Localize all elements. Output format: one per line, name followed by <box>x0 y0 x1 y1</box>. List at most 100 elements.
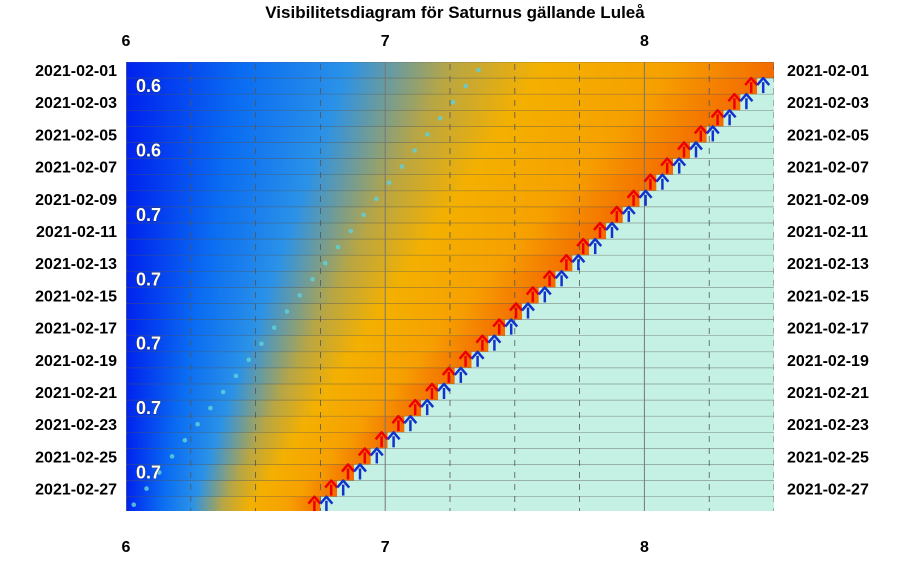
altitude-dot <box>144 486 149 491</box>
arrow-head <box>744 76 759 86</box>
date-label-left: 2021-02-23 <box>35 417 117 434</box>
sky-bands <box>126 62 774 511</box>
date-label-left: 2021-02-21 <box>35 385 117 402</box>
rise-arrow <box>638 189 653 206</box>
sky-band <box>126 335 489 353</box>
date-label-right: 2021-02-05 <box>787 127 869 144</box>
altitude-dot <box>310 277 315 282</box>
altitude-dot <box>437 116 443 121</box>
altitude-dot <box>246 357 251 363</box>
date-labels: 2021-02-01 2021-02-01 2021-02-03 2021-02-03… <box>35 63 869 499</box>
daylight-band <box>488 335 774 353</box>
daylight-band <box>555 271 774 288</box>
date-label-right: 2021-02-09 <box>787 192 869 209</box>
sky-band <box>126 496 321 511</box>
arrow-head <box>353 463 367 473</box>
sky-band <box>126 448 371 466</box>
daylight-band <box>572 255 774 272</box>
arrow-head <box>324 479 339 489</box>
arrow-head <box>341 463 355 473</box>
magnitude-label: 0.7 <box>136 398 161 418</box>
rise-arrow <box>605 221 619 238</box>
rise-arrow <box>677 141 691 158</box>
date-label-left: 2021-02-01 <box>35 63 117 80</box>
altitude-dot <box>425 132 430 137</box>
daylight-band <box>706 126 774 144</box>
sky-band <box>126 94 741 111</box>
rise-arrow <box>509 302 523 319</box>
rise-arrow <box>693 125 708 142</box>
sky-band <box>126 351 472 369</box>
daylight-band <box>404 416 774 433</box>
altitude-dot <box>195 421 200 427</box>
rise-arrow <box>554 270 569 287</box>
daylight-band <box>639 190 774 208</box>
altitude-dot <box>284 309 290 314</box>
daylight-band <box>656 174 774 192</box>
altitude-dot <box>463 83 469 89</box>
arrow-head <box>307 495 322 505</box>
arrow-head <box>391 414 406 425</box>
rise-arrow <box>470 350 485 367</box>
altitude-dot <box>169 454 175 459</box>
rise-arrow <box>408 398 423 416</box>
altitude-dot <box>374 196 379 202</box>
rise-arrow <box>369 447 384 464</box>
arrow-head <box>487 334 502 344</box>
date-label-right: 2021-02-25 <box>787 449 869 466</box>
arrow-head <box>453 366 468 376</box>
sky-band <box>126 271 556 288</box>
x-axis-ticks: 6 6 7 7 8 8 <box>122 33 649 556</box>
arrow-head <box>357 447 372 457</box>
arrow-head <box>386 431 401 441</box>
magnitude-label: 0.7 <box>136 334 161 354</box>
arrow-head <box>693 125 708 135</box>
rise-arrow <box>458 350 473 367</box>
arrow-head <box>504 318 519 328</box>
daylight-band <box>337 480 774 498</box>
arrow-head <box>537 286 552 296</box>
rise-arrow <box>609 205 624 222</box>
magnitude-label: 0.7 <box>136 205 161 225</box>
arrow-head <box>571 253 586 264</box>
date-label-left: 2021-02-27 <box>35 482 117 499</box>
date-label-right: 2021-02-23 <box>787 417 869 434</box>
daylight-band <box>538 287 774 305</box>
arrow-head <box>559 253 574 264</box>
hour-gridlines <box>126 62 774 511</box>
sky-band <box>126 223 606 240</box>
date-label-left: 2021-02-19 <box>35 353 117 370</box>
rise-arrow <box>559 253 574 271</box>
x-tick-label-bottom: 8 <box>640 539 649 556</box>
rise-arrow <box>773 67 774 69</box>
altitude-dot <box>361 212 366 218</box>
arrow-head <box>374 431 389 441</box>
date-label-right: 2021-02-21 <box>787 385 869 402</box>
arrow-head <box>643 173 658 183</box>
date-label-right: 2021-02-27 <box>787 482 869 499</box>
arrow-head <box>521 302 535 312</box>
arrow-head <box>542 270 557 280</box>
rise-arrow <box>357 447 372 464</box>
daylight-band <box>757 78 774 95</box>
altitude-dot <box>297 293 303 298</box>
altitude-dot <box>233 373 239 379</box>
magnitude-labels: 0.6 0.6 0.7 0.7 0.7 0.7 0.7 <box>136 76 162 483</box>
arrow-head <box>319 495 334 505</box>
arrow-head <box>437 382 451 392</box>
date-label-left: 2021-02-11 <box>36 224 117 241</box>
sky-band <box>126 206 623 224</box>
arrow-head <box>554 270 569 280</box>
daylight-band <box>320 496 774 511</box>
rise-arrow <box>341 463 355 480</box>
arrow-head <box>420 398 435 408</box>
altitude-dot <box>386 180 392 185</box>
rise-arrow <box>475 334 490 351</box>
daylight-band <box>438 384 774 401</box>
date-label-right: 2021-02-03 <box>787 95 869 112</box>
daylight-band <box>723 110 774 127</box>
date-label-right: 2021-02-07 <box>787 160 869 177</box>
rise-arrow <box>525 286 540 303</box>
date-label-left: 2021-02-09 <box>35 192 117 209</box>
date-label-left: 2021-02-25 <box>35 449 117 466</box>
